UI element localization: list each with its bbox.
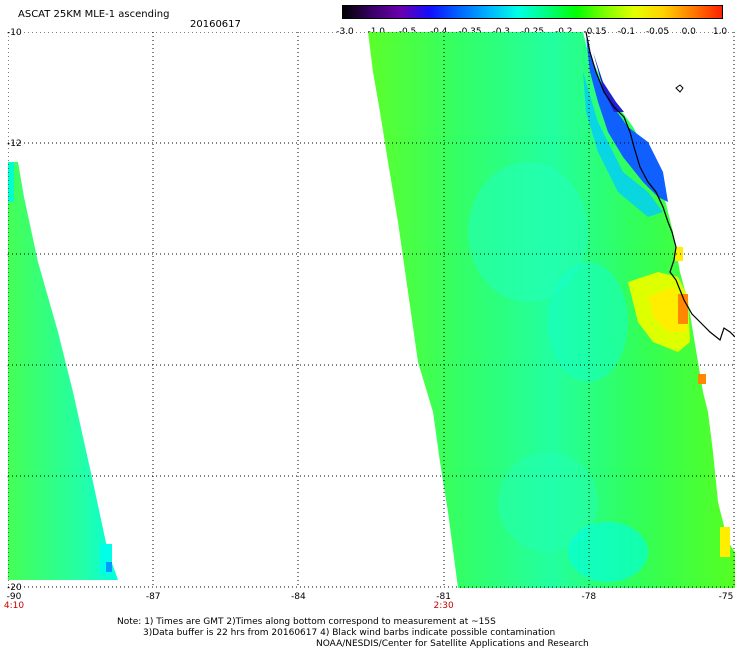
- map-title: ASCAT 25KM MLE-1 ascending: [18, 9, 170, 20]
- coastal-cyan-edge: [583, 72, 663, 217]
- coastal-yellow-patch: [675, 247, 683, 261]
- east-swath-cyan-region: [468, 162, 588, 302]
- coastal-yellow-patch: [720, 527, 730, 557]
- coastal-navy-band: [593, 52, 624, 112]
- lat-lon-grid: [8, 32, 735, 588]
- color-scale-tick-label: -0.05: [645, 27, 670, 37]
- longitude-tick-label: -90: [6, 592, 22, 602]
- coastal-orange-patch: [678, 294, 688, 324]
- map-date: 20160617: [190, 19, 241, 30]
- color-scale-tick-label: -0.1: [617, 27, 636, 37]
- color-scale-bar: [342, 5, 723, 19]
- west-swath: [8, 162, 118, 580]
- latitude-tick-label: -12: [7, 139, 22, 149]
- latitude-tick-label: -20: [7, 583, 22, 593]
- west-swath-cyan-patch: [8, 162, 14, 202]
- coastal-yellow-patch: [648, 287, 686, 332]
- longitude-tick-label: -75: [718, 592, 734, 602]
- longitude-tick-label: -78: [581, 592, 597, 602]
- longitude-tick-label: -81: [436, 592, 451, 602]
- east-swath-cyan-region: [568, 522, 648, 582]
- coastal-orange-patch: [698, 374, 706, 384]
- footnote-line-1: Note: 1) Times are GMT 2)Times along bot…: [117, 617, 496, 627]
- coastline: [585, 32, 735, 342]
- footnote-line-2: 3)Data buffer is 22 hrs from 20160617 4)…: [143, 628, 556, 638]
- island-outline: [675, 84, 684, 93]
- longitude-tick-label: -84: [291, 592, 306, 602]
- scatterometer-map: [8, 32, 735, 588]
- east-swath-cyan-region: [498, 452, 598, 552]
- coastal-blue-band: [586, 37, 668, 202]
- west-swath-blue-patch: [106, 562, 112, 572]
- footnote-line-3: NOAA/NESDIS/Center for Satellite Applica…: [316, 639, 589, 649]
- pass-time-label: 2:30: [433, 601, 454, 611]
- east-swath-cyan-region: [548, 262, 628, 382]
- longitude-tick-label: -87: [145, 592, 161, 602]
- color-scale-tick-label: -0.15: [583, 27, 607, 37]
- latitude-tick-label: -10: [7, 28, 22, 38]
- pass-time-label: 4:10: [3, 601, 25, 611]
